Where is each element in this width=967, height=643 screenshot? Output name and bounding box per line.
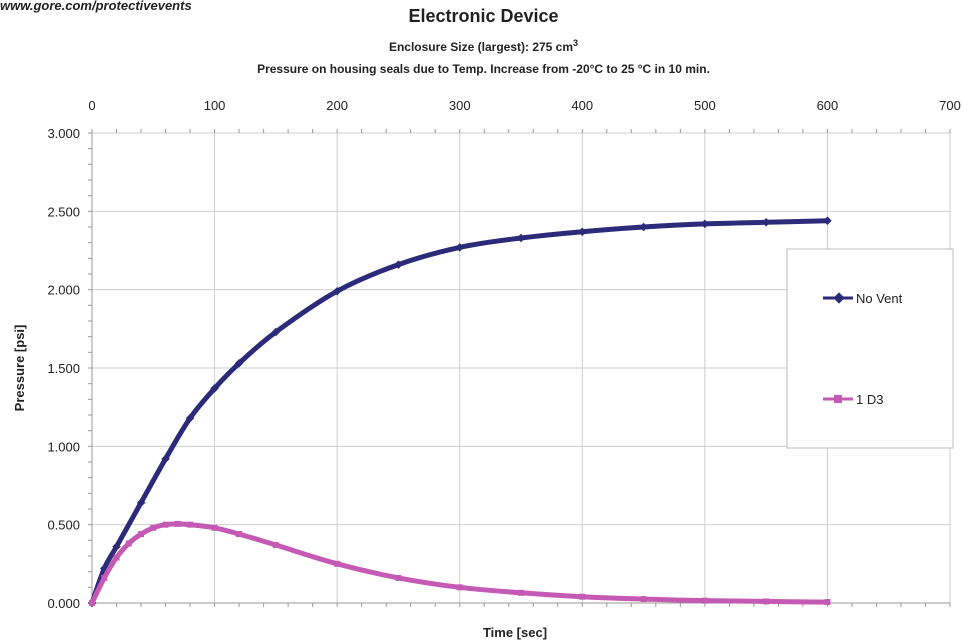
series-no-vent-point xyxy=(578,227,587,236)
legend-label-series-no-vent: No Vent xyxy=(856,291,903,306)
series-1-d3-point xyxy=(518,589,524,596)
y-tick-label: 2.000 xyxy=(47,283,80,298)
series-no-vent-point xyxy=(394,260,403,269)
series-no-vent-point xyxy=(210,384,219,393)
series-no-vent-point xyxy=(516,233,526,243)
series-1-d3-point xyxy=(113,554,120,561)
series-no-vent-point xyxy=(639,222,648,232)
x-tick-label: 200 xyxy=(326,98,348,113)
series-1-d3-point xyxy=(89,600,95,606)
legend-marker-series-no-vent xyxy=(833,292,845,304)
series-1-d3-point xyxy=(334,560,341,567)
series-no-vent-point xyxy=(332,286,342,296)
subtitle-text: Enclosure Size (largest): 275 cm xyxy=(388,40,574,54)
series-lines xyxy=(87,216,832,608)
series-no-vent-point xyxy=(136,498,146,507)
y-tick-label: 0.500 xyxy=(47,518,80,533)
x-tick-label: 100 xyxy=(204,98,226,113)
series-1-d3-point xyxy=(125,540,132,547)
series-1-d3-point xyxy=(272,542,279,549)
series-1-d3-point xyxy=(174,520,181,527)
series-1-d3-point xyxy=(236,531,243,538)
source-url: www.gore.com/protectivevents xyxy=(0,0,192,13)
series-1-d3-point xyxy=(187,521,194,528)
y-tick-label: 2.500 xyxy=(47,204,80,219)
series-no-vent-point xyxy=(823,216,832,225)
series-no-vent-point xyxy=(700,219,710,229)
series-no-vent-point xyxy=(271,327,281,337)
y-axis-title: Pressure [psi] xyxy=(12,325,27,412)
series-1-d3-point xyxy=(640,596,647,603)
legend: No Vent 1 D3 xyxy=(786,248,954,449)
x-tick-label: 700 xyxy=(939,98,961,113)
chart-title: Electronic Device xyxy=(408,6,559,26)
series-1-d3-point xyxy=(701,597,708,604)
series-1-d3-point xyxy=(763,598,770,605)
x-tick-label: 500 xyxy=(694,98,716,113)
series-no-vent-point xyxy=(161,454,170,464)
series-1-d3-point xyxy=(824,599,831,606)
x-tick-label: 0 xyxy=(88,98,95,113)
x-tick-label: 400 xyxy=(571,98,593,113)
x-axis-title: Time [sec] xyxy=(483,625,547,640)
series-1-d3-point xyxy=(150,524,157,531)
series-no-vent-point xyxy=(455,243,464,252)
legend-label-series-1-d3: 1 D3 xyxy=(856,392,883,407)
series-no-vent-point xyxy=(234,359,244,368)
series-no-vent-point xyxy=(185,413,195,423)
x-tick-label: 300 xyxy=(449,98,471,113)
series-1-d3-point xyxy=(138,531,145,538)
x-tick-label: 600 xyxy=(817,98,839,113)
y-tick-label: 1.000 xyxy=(47,439,80,454)
y-tick-label: 3.000 xyxy=(47,126,80,141)
y-tick-label: 0.000 xyxy=(47,596,80,611)
series-1-d3-point xyxy=(101,574,108,581)
series-1-d3-point xyxy=(579,593,586,600)
chart-subtitle-2: Pressure on housing seals due to Temp. I… xyxy=(257,62,710,76)
chart-subtitle: Enclosure Size (largest): 275 cm3 xyxy=(0,38,967,54)
series-1-d3-point xyxy=(162,521,169,528)
series-1-d3-point xyxy=(395,574,402,581)
series-no-vent-point xyxy=(761,218,771,227)
legend-box xyxy=(786,248,954,449)
series-1-d3-point xyxy=(211,524,218,531)
subtitle-superscript: 3 xyxy=(573,38,579,48)
y-tick-label: 1.500 xyxy=(47,361,80,376)
series-1-d3-point xyxy=(456,584,463,591)
legend-marker-series-1-d3 xyxy=(834,395,842,403)
